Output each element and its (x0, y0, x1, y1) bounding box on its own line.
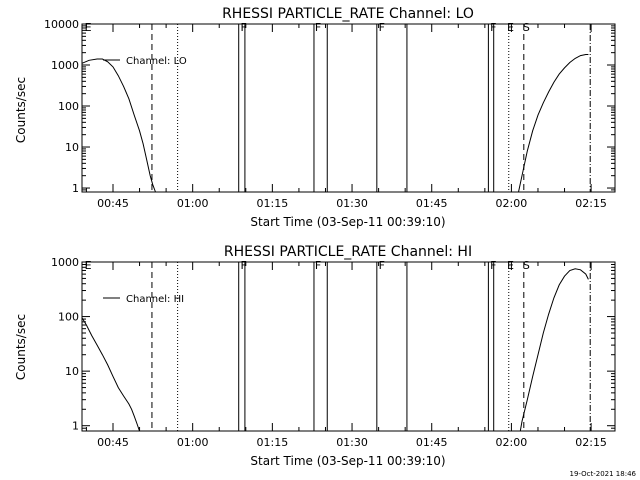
y-tick-label: 100 (58, 311, 79, 324)
y-tick-label: 100 (58, 100, 79, 113)
y-tick-label: 10000 (44, 18, 79, 31)
series-line (81, 58, 156, 193)
series-line (519, 268, 589, 432)
y-tick-label: 1 (72, 420, 79, 433)
panel-title: RHESSI PARTICLE_RATE Channel: HI (224, 244, 472, 260)
y-tick-label: 1 (72, 182, 79, 195)
annotation-label: E (507, 21, 514, 34)
annotation-label: F (315, 21, 321, 34)
panel-hi: RHESSI PARTICLE_RATE Channel: HI Counts/… (14, 244, 616, 468)
series-line (81, 317, 140, 432)
x-tick-label: 02:15 (575, 436, 607, 449)
x-axis-label: Start Time (03-Sep-11 00:39:10) (250, 454, 445, 468)
annotation-label: S (523, 21, 530, 34)
y-axis-label: Counts/sec (14, 77, 28, 143)
y-tick-label: 10 (65, 365, 79, 378)
interval-bar (487, 261, 495, 431)
y-tick-label: 1000 (51, 256, 79, 269)
x-tick-label: 01:45 (416, 436, 448, 449)
x-tick-label: 02:15 (575, 197, 607, 210)
annotation-label: E (85, 259, 92, 272)
plot-frame (81, 261, 616, 432)
annotation-label: F (315, 259, 321, 272)
annotation-label: S (523, 259, 530, 272)
interval-bar (238, 23, 246, 192)
series-line (518, 54, 589, 193)
interval-bar (376, 261, 408, 431)
interval-bar (376, 23, 408, 192)
x-tick-label: 00:45 (97, 197, 129, 210)
annotation-label: F (240, 259, 246, 272)
x-tick-label: 01:00 (177, 197, 209, 210)
x-tick-label: 01:00 (177, 436, 209, 449)
annotation-label: F (490, 259, 496, 272)
annotation-label: E (507, 259, 514, 272)
x-tick-label: 02:00 (496, 197, 528, 210)
annotation-label: F (379, 259, 385, 272)
x-tick-label: 01:30 (336, 436, 368, 449)
legend-entry: Channel: HI (126, 294, 184, 305)
x-axis-label: Start Time (03-Sep-11 00:39:10) (250, 215, 445, 229)
x-tick-label: 01:15 (257, 197, 289, 210)
y-axis-label: Counts/sec (14, 314, 28, 380)
x-tick-label: 01:15 (257, 436, 289, 449)
annotation-label: E (85, 21, 92, 34)
x-tick-label: 01:45 (416, 197, 448, 210)
interval-bar (238, 261, 246, 431)
panel-title: RHESSI PARTICLE_RATE Channel: LO (222, 6, 474, 22)
annotation-label: F (240, 21, 246, 34)
interval-bar (313, 261, 328, 431)
annotation-label: F (490, 21, 496, 34)
interval-bar (487, 23, 495, 192)
x-tick-label: 02:00 (496, 436, 528, 449)
panel-lo: RHESSI PARTICLE_RATE Channel: LO Counts/… (14, 6, 616, 229)
footer-timestamp: 19-Oct-2021 18:46 (570, 470, 637, 478)
annotation-label: F (379, 21, 385, 34)
legend-entry: Channel: LO (126, 56, 187, 67)
interval-bar (313, 23, 328, 192)
y-tick-label: 10 (65, 141, 79, 154)
y-tick-label: 1000 (51, 59, 79, 72)
x-tick-label: 01:30 (336, 197, 368, 210)
x-tick-label: 00:45 (97, 436, 129, 449)
